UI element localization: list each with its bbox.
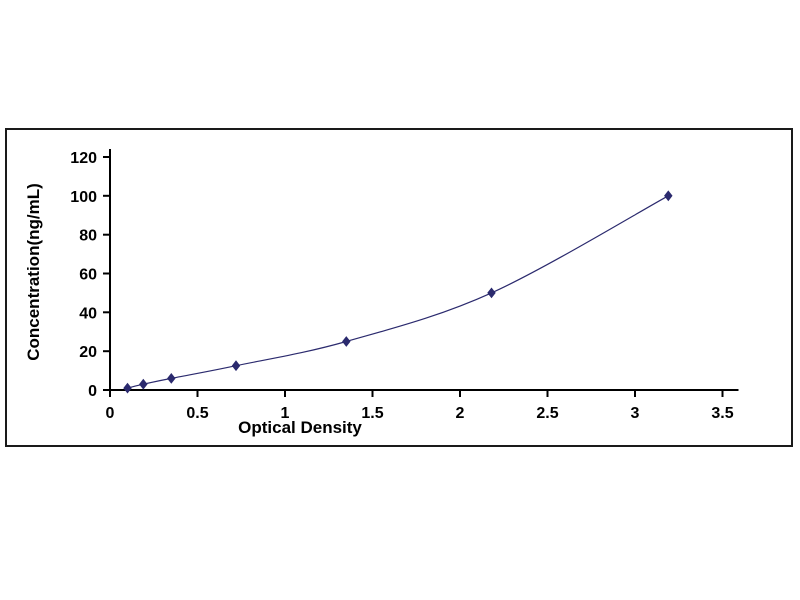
x-tick-label: 3.5 — [711, 405, 733, 422]
data-point-marker — [342, 336, 351, 347]
data-point-marker — [123, 382, 132, 394]
chart-canvas: 0 0.5 1 1.5 2 2.5 3 3.5 0 20 40 60 80 100 120 — [70, 149, 739, 422]
x-tick-label: 2 — [456, 405, 465, 422]
data-point-marker — [167, 372, 176, 384]
x-tick-label: 0.5 — [186, 405, 208, 422]
y-tick-label: 80 — [79, 228, 97, 245]
y-tick-label: 20 — [79, 344, 97, 361]
data-point-marker — [139, 378, 148, 390]
y-tick-label: 0 — [88, 383, 97, 400]
x-tick-label: 1 — [281, 405, 290, 422]
y-tick-label: 100 — [70, 189, 97, 206]
x-tick-label: 3 — [631, 405, 640, 422]
data-point-marker — [487, 287, 496, 299]
y-tick-label: 40 — [79, 305, 97, 322]
curve-line — [127, 195, 669, 389]
data-point-marker — [664, 190, 673, 202]
y-tick-label: 120 — [70, 150, 97, 167]
data-point-marker — [231, 360, 241, 372]
x-axis-label: Optical Density — [238, 418, 362, 437]
x-tick-label: 2.5 — [536, 405, 558, 422]
x-tick-label: 1.5 — [361, 405, 383, 422]
standard-curve-chart: 0 0.5 1 1.5 2 2.5 3 3.5 0 20 40 60 80 100 120 — [5, 128, 793, 447]
x-tick-label: 0 — [106, 405, 115, 422]
y-axis-label: Concentration(ng/mL) — [24, 183, 43, 361]
y-tick-label: 60 — [79, 267, 97, 284]
